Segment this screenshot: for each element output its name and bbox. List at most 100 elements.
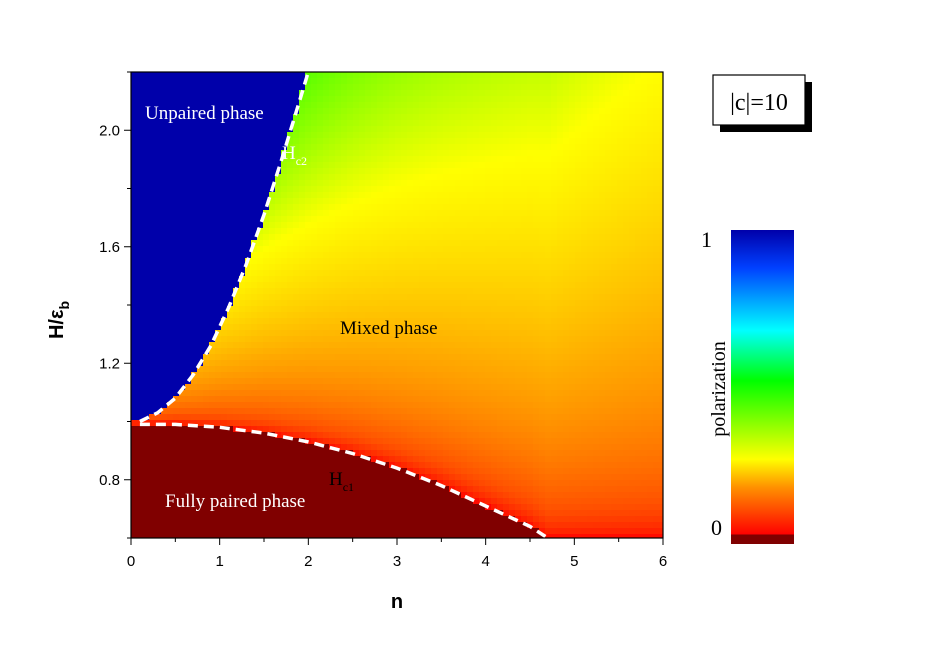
heatmap-cell: [191, 336, 198, 343]
heatmap-cell: [311, 318, 318, 325]
heatmap-cell: [197, 270, 204, 277]
heatmap-cell: [281, 108, 288, 115]
heatmap-cell: [485, 174, 492, 181]
heatmap-cell: [437, 264, 444, 271]
heatmap-cell: [149, 96, 156, 103]
heatmap-cell: [377, 156, 384, 163]
heatmap-cell: [143, 216, 150, 223]
heatmap-cell: [401, 486, 408, 493]
heatmap-cell: [341, 378, 348, 385]
heatmap-cell: [395, 144, 402, 151]
heatmap-cell: [407, 300, 414, 307]
heatmap-cell: [509, 384, 516, 391]
heatmap-cell: [275, 180, 282, 187]
heatmap-cell: [503, 504, 510, 511]
heatmap-cell: [491, 420, 498, 427]
heatmap-cell: [485, 492, 492, 499]
heatmap-cell: [287, 456, 294, 463]
heatmap-cell: [257, 240, 264, 247]
heatmap-cell: [257, 282, 264, 289]
heatmap-cell: [311, 228, 318, 235]
heatmap-cell: [137, 240, 144, 247]
heatmap-cell: [491, 492, 498, 499]
heatmap-cell: [335, 258, 342, 265]
heatmap-cell: [413, 270, 420, 277]
heatmap-cell: [365, 366, 372, 373]
heatmap-cell: [473, 492, 480, 499]
heatmap-cell: [269, 246, 276, 253]
heatmap-cell: [335, 306, 342, 313]
heatmap-cell: [461, 114, 468, 121]
heatmap-cell: [491, 354, 498, 361]
heatmap-cell: [179, 114, 186, 121]
heatmap-cell: [443, 276, 450, 283]
heatmap-cell: [425, 426, 432, 433]
heatmap-cell: [485, 522, 492, 529]
heatmap-cell: [491, 222, 498, 229]
heatmap-cell: [341, 96, 348, 103]
heatmap-cell: [365, 156, 372, 163]
heatmap-cell: [155, 234, 162, 241]
heatmap-cell: [335, 198, 342, 205]
heatmap-cell: [221, 102, 228, 109]
heatmap-cell: [335, 180, 342, 187]
heatmap-cell: [293, 306, 300, 313]
heatmap-cell: [347, 498, 354, 505]
heatmap-cell: [443, 372, 450, 379]
heatmap-cell: [437, 372, 444, 379]
heatmap-cell: [491, 318, 498, 325]
heatmap-cell: [371, 438, 378, 445]
heatmap-cell: [425, 516, 432, 523]
heatmap-cell: [407, 264, 414, 271]
heatmap-cell: [383, 336, 390, 343]
heatmap-cell: [383, 300, 390, 307]
heatmap-cell: [401, 174, 408, 181]
heatmap-cell: [365, 426, 372, 433]
heatmap-cell: [329, 432, 336, 439]
heatmap-cell: [491, 438, 498, 445]
heatmap-cell: [377, 120, 384, 127]
heatmap-cell: [197, 252, 204, 259]
heatmap-cell: [305, 462, 312, 469]
heatmap-cell: [425, 450, 432, 457]
heatmap-cell: [263, 288, 270, 295]
heatmap-cell: [275, 312, 282, 319]
heatmap-cell: [131, 186, 138, 193]
heatmap-cell: [479, 144, 486, 151]
heatmap-cell: [281, 258, 288, 265]
heatmap-cell: [335, 372, 342, 379]
heatmap-cell: [137, 330, 144, 337]
heatmap-cell: [137, 402, 144, 409]
heatmap-cell: [293, 468, 300, 475]
heatmap-cell: [131, 300, 138, 307]
heatmap-cell: [287, 72, 294, 79]
heatmap-cell: [275, 282, 282, 289]
heatmap-cell: [413, 264, 420, 271]
heatmap-cell: [389, 216, 396, 223]
heatmap-cell: [509, 420, 516, 427]
heatmap-cell: [281, 264, 288, 271]
heatmap-cell: [443, 348, 450, 355]
heatmap-cell: [377, 420, 384, 427]
heatmap-cell: [215, 510, 222, 517]
heatmap-cell: [383, 246, 390, 253]
heatmap-cell: [353, 306, 360, 313]
heatmap-cell: [197, 102, 204, 109]
heatmap-cell: [341, 414, 348, 421]
heatmap-cell: [389, 432, 396, 439]
heatmap-cell: [233, 444, 240, 451]
heatmap-cell: [449, 114, 456, 121]
heatmap-cell: [209, 192, 216, 199]
heatmap-cell: [257, 108, 264, 115]
heatmap-cell: [389, 120, 396, 127]
heatmap-cell: [143, 438, 150, 445]
heatmap-cell: [335, 396, 342, 403]
heatmap-cell: [437, 510, 444, 517]
heatmap-cell: [479, 516, 486, 523]
heatmap-cell: [179, 396, 186, 403]
heatmap-cell: [155, 324, 162, 331]
heatmap-cell: [455, 486, 462, 493]
heatmap-cell: [161, 456, 168, 463]
heatmap-cell: [311, 108, 318, 115]
heatmap-cell: [341, 294, 348, 301]
